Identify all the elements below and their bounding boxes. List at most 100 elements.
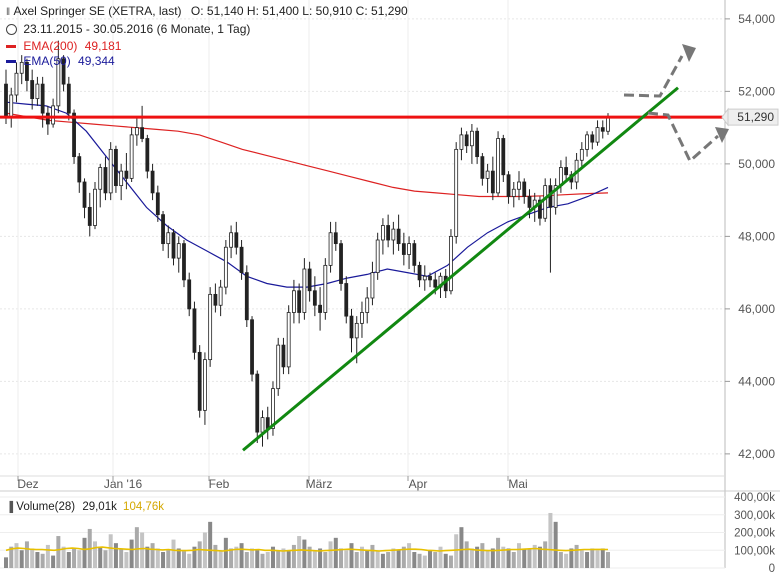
candle	[292, 279, 296, 324]
volume-bar	[464, 541, 469, 568]
volume-bar	[72, 548, 77, 568]
volume-bar	[396, 550, 401, 568]
candle-down-body	[475, 130, 480, 158]
ema50-line	[5, 101, 609, 288]
volume-bar	[454, 534, 459, 568]
volume-bar	[537, 546, 542, 568]
candle	[213, 283, 218, 313]
candle-down-body	[244, 272, 249, 321]
volume-bar	[255, 550, 260, 568]
volume-bar	[161, 552, 166, 568]
pullback-arrow-head	[715, 127, 729, 143]
candle-down-body	[66, 83, 71, 114]
volume-bar	[506, 548, 511, 568]
candle-up-body	[203, 359, 207, 411]
candle-down-body	[490, 170, 495, 194]
volume-bar	[250, 548, 255, 568]
volume-bar	[14, 543, 19, 568]
candle	[302, 258, 307, 320]
ema200-swatch	[6, 45, 16, 49]
volume-bar	[24, 541, 29, 568]
candle-down-body	[155, 192, 160, 216]
volume-bar	[469, 548, 474, 568]
candle-down-body	[72, 112, 76, 158]
volume-bar	[223, 537, 228, 568]
candle	[501, 134, 506, 182]
candle	[307, 261, 312, 302]
volume-bar	[380, 553, 385, 568]
volume-bar	[548, 512, 553, 568]
volume-bar	[45, 544, 50, 568]
candle-down-body	[312, 290, 317, 306]
candle	[412, 240, 417, 273]
candle-down-body	[192, 308, 197, 353]
candle	[490, 156, 495, 201]
candle	[140, 105, 145, 143]
candle	[454, 142, 459, 244]
candle	[150, 163, 155, 201]
volume-value: 29,01k	[82, 501, 117, 513]
candle-up-body	[328, 232, 333, 266]
candle	[145, 134, 150, 179]
volume-bar	[323, 552, 328, 568]
volume-bar	[370, 544, 375, 568]
candle	[14, 62, 19, 103]
candle	[333, 221, 338, 251]
ema50-path	[5, 101, 609, 288]
candle-up-body	[469, 130, 474, 147]
candle	[134, 116, 139, 146]
y-tick-label: 46,000	[738, 302, 775, 316]
volume-bar	[496, 537, 501, 568]
volume-bar	[260, 553, 265, 568]
candle	[98, 163, 103, 208]
volume-bar	[375, 551, 380, 568]
candle-up-body	[381, 225, 385, 241]
candle-up-body	[19, 61, 24, 74]
volume-bar	[4, 557, 8, 568]
candle	[166, 225, 171, 259]
candle-up-body	[370, 272, 375, 299]
volume-bar	[286, 551, 291, 568]
candle	[87, 192, 92, 237]
x-tick-label: Apr	[409, 477, 428, 491]
candle-down-body	[522, 181, 527, 197]
candle-down-body	[182, 243, 186, 281]
candle-up-body	[302, 268, 307, 313]
candle	[370, 261, 375, 306]
candle-down-body	[250, 319, 254, 375]
volume-bar	[595, 550, 600, 568]
candle-up-body	[35, 83, 40, 100]
y-tick-label: 52,000	[738, 84, 775, 98]
candle-down-body	[124, 170, 129, 179]
candle	[40, 76, 45, 128]
candle-down-body	[239, 246, 244, 274]
candle-up-body	[449, 235, 453, 292]
candle	[485, 163, 490, 193]
candle	[318, 287, 322, 331]
grid	[0, 0, 725, 476]
last-price-pointer	[721, 107, 729, 127]
volume-bar	[511, 552, 516, 568]
volume-bar	[150, 543, 155, 568]
candle-up-body	[218, 286, 223, 306]
candle	[328, 221, 333, 273]
candle-up-body	[176, 243, 181, 259]
candle-down-body	[349, 315, 354, 339]
volume-bar	[443, 553, 448, 568]
candle	[218, 279, 223, 317]
candle	[585, 131, 589, 157]
candle	[600, 120, 605, 139]
candle-up-body	[208, 293, 213, 361]
candles	[4, 40, 610, 447]
candle	[260, 410, 265, 447]
candle	[281, 337, 286, 375]
candle	[511, 182, 516, 208]
candle	[396, 214, 401, 251]
x-tick-label: Mai	[508, 477, 527, 491]
volume-bar	[9, 546, 14, 568]
ohlc-values: O: 51,140 H: 51,400 L: 50,910 C: 51,290	[190, 4, 408, 18]
candle	[9, 87, 14, 128]
candle	[276, 337, 281, 396]
candle-up-body	[56, 58, 61, 107]
